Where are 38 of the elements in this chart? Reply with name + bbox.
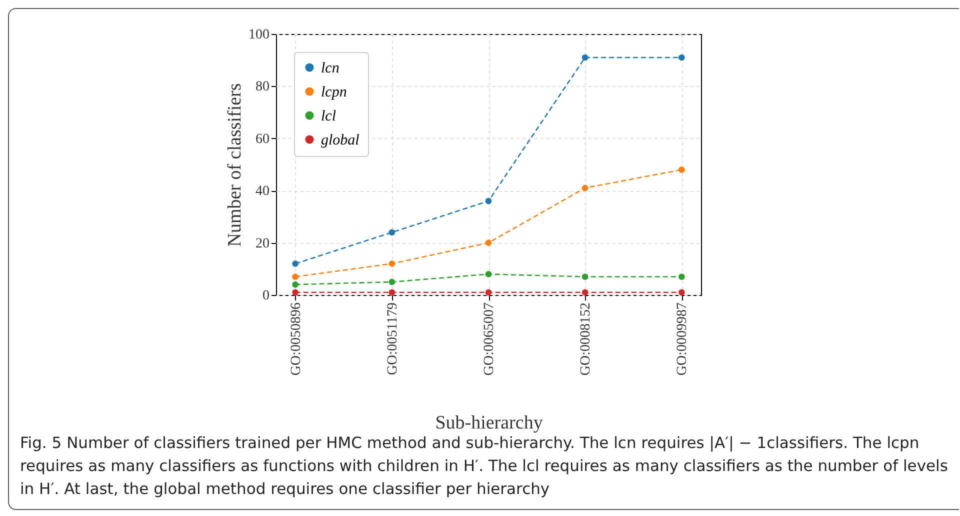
point [292, 289, 298, 296]
y-tick-label: 0 [262, 288, 270, 304]
x-tick-label: GO:0065007 [482, 302, 497, 376]
point [388, 260, 396, 267]
y-tick-label: 40 [256, 184, 270, 200]
point [388, 229, 396, 236]
y-axis-title: Number of classifiers [224, 83, 246, 247]
y-tick-label: 20 [256, 236, 270, 252]
legend-label: lcpn [321, 84, 347, 100]
caption: Fig. 5 Number of classifiers trained per HMC method and sub-hierarchy. The lcn requires |A′| − 1classifiers. The lcpn requires as many classifiers as functions with children in H′. The lcl requires as many classifiers as the number of levels in H′. At last, the global method requires one classifier per hierarchy [20, 433, 949, 500]
x-tick-label: GO:0009987 [675, 302, 690, 376]
point [678, 274, 685, 280]
point [678, 54, 685, 61]
point [292, 260, 298, 267]
point [582, 274, 588, 280]
point [678, 166, 685, 173]
x-tick-label: GO:0051179 [385, 302, 400, 376]
point [485, 198, 492, 204]
y-tick-label: 60 [256, 132, 270, 147]
point [582, 289, 588, 296]
point [292, 281, 298, 288]
x-tick-label: GO:0050896 [288, 302, 304, 376]
x-tick-label: GO:0008152 [578, 302, 594, 376]
point [485, 289, 492, 296]
y-tick-label: 100 [248, 28, 270, 42]
legend-label: lcl [321, 108, 336, 124]
legend-label: lcn [321, 60, 340, 76]
point [292, 274, 298, 280]
point [485, 240, 492, 246]
legend-label: global [321, 132, 360, 148]
point [678, 289, 685, 296]
point [485, 270, 492, 278]
point [388, 289, 396, 296]
y-tick-label: 80 [256, 80, 270, 95]
point [582, 184, 588, 192]
point [582, 54, 588, 61]
x-axis-title: Sub-hierarchy [435, 412, 544, 434]
point [388, 278, 396, 286]
